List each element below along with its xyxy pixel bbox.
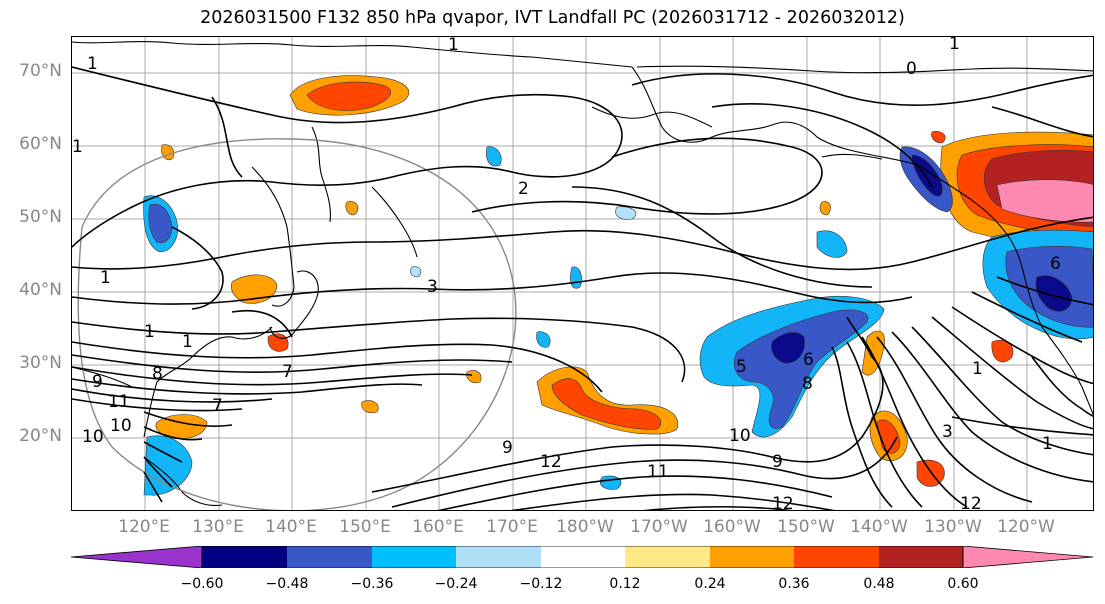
colorbar-extend-low [71,546,203,568]
lon-label-140w: 140°W [850,517,908,537]
colorbar-tick: −0.48 [265,576,309,592]
contour-label: 1 [949,37,960,54]
lon-label-150w: 150°W [777,517,835,537]
colorbar-tick: −0.12 [519,576,563,592]
colorbar-bin [625,546,710,568]
colorbar-bin [541,546,625,568]
ivt-contours [72,66,1093,510]
contour-labels: 1 1 0 1 1 1 2 3 1 1 9 8 7 7 5 6 8 10 11 … [72,37,1061,511]
lat-label-50n: 50°N [19,207,62,227]
colorbar-tick: −0.60 [180,576,224,592]
lon-label-120w: 120°W [997,517,1055,537]
contour-label: 3 [427,277,438,297]
contour-label: 7 [282,362,293,382]
graticule [72,37,1093,510]
contour-label: 8 [152,364,163,384]
colorbar-tick: 0.36 [778,576,810,592]
range-circle [77,138,517,510]
lon-label-150e: 150°E [339,517,391,537]
contour-label: 8 [802,374,813,394]
colorbar-tick: 0.12 [609,576,641,592]
contour-label: 1 [144,322,155,342]
lon-label-170w: 170°W [630,517,688,537]
colorbar-bin [456,546,541,568]
contour-label: 1 [100,268,111,288]
lon-label-170e: 170°E [486,517,538,537]
contour-label: 2 [518,179,529,199]
positive-anomaly-fills [155,75,1093,487]
contour-label: 0 [906,59,917,79]
lon-label-130w: 130°W [924,517,982,537]
colorbar-tick: 0.48 [863,576,895,592]
lat-label-70n: 70°N [19,61,62,81]
lat-label-60n: 60°N [19,134,62,154]
contour-label: 9 [772,452,783,472]
colorbar-bin [202,546,287,568]
contour-label: 9 [502,438,513,458]
colorbar [71,546,1094,568]
contour-label: 9 [92,372,103,392]
colorbar-extend-high [962,546,1094,568]
lat-label-30n: 30°N [19,353,62,373]
contour-label: 6 [803,350,814,370]
contour-label: 1 [1042,434,1053,454]
contour-label: 1 [72,137,83,157]
lon-label-160e: 160°E [412,517,464,537]
colorbar-bin [879,546,963,568]
coastlines [72,41,1093,506]
contour-label: 1 [448,37,459,55]
lat-label-40n: 40°N [19,280,62,300]
contour-label: 6 [1050,254,1061,274]
contour-label: 12 [960,494,982,511]
contour-label: 1 [87,54,98,74]
figure-title: 2026031500 F132 850 hPa qvapor, IVT Land… [200,8,905,28]
lon-label-130e: 130°E [192,517,244,537]
contour-label: 11 [108,392,130,412]
colorbar-bin [710,546,794,568]
colorbar-bin [794,546,879,568]
map-panel: 1 1 0 1 1 1 2 3 1 1 9 8 7 7 5 6 8 10 11 … [71,36,1094,511]
colorbar-bin [287,546,372,568]
contour-label: 5 [736,357,747,377]
contour-label: 11 [647,462,669,482]
lon-label-120e: 120°E [118,517,170,537]
colorbar-tick: 0.24 [694,576,726,592]
contour-label: 1 [182,332,193,352]
contour-label: 12 [772,494,794,511]
lon-label-140e: 140°E [265,517,317,537]
contour-label: 10 [729,426,751,446]
colorbar-bin [372,546,456,568]
lon-label-160w: 160°W [703,517,761,537]
map-plot: 1 1 0 1 1 1 2 3 1 1 9 8 7 7 5 6 8 10 11 … [72,37,1093,511]
negative-anomaly-fills [143,146,1093,496]
lon-label-180w: 180°W [556,517,614,537]
colorbar-tick: 0.60 [947,576,979,592]
colorbar-tick: −0.24 [434,576,478,592]
lat-label-20n: 20°N [19,426,62,446]
contour-label: 7 [212,396,223,416]
contour-label: 3 [942,422,953,442]
contour-label: 12 [540,452,562,472]
contour-label: 1 [972,359,983,379]
contour-label: 10 [110,416,132,436]
contour-label: 10 [82,427,104,447]
colorbar-tick: −0.36 [350,576,394,592]
